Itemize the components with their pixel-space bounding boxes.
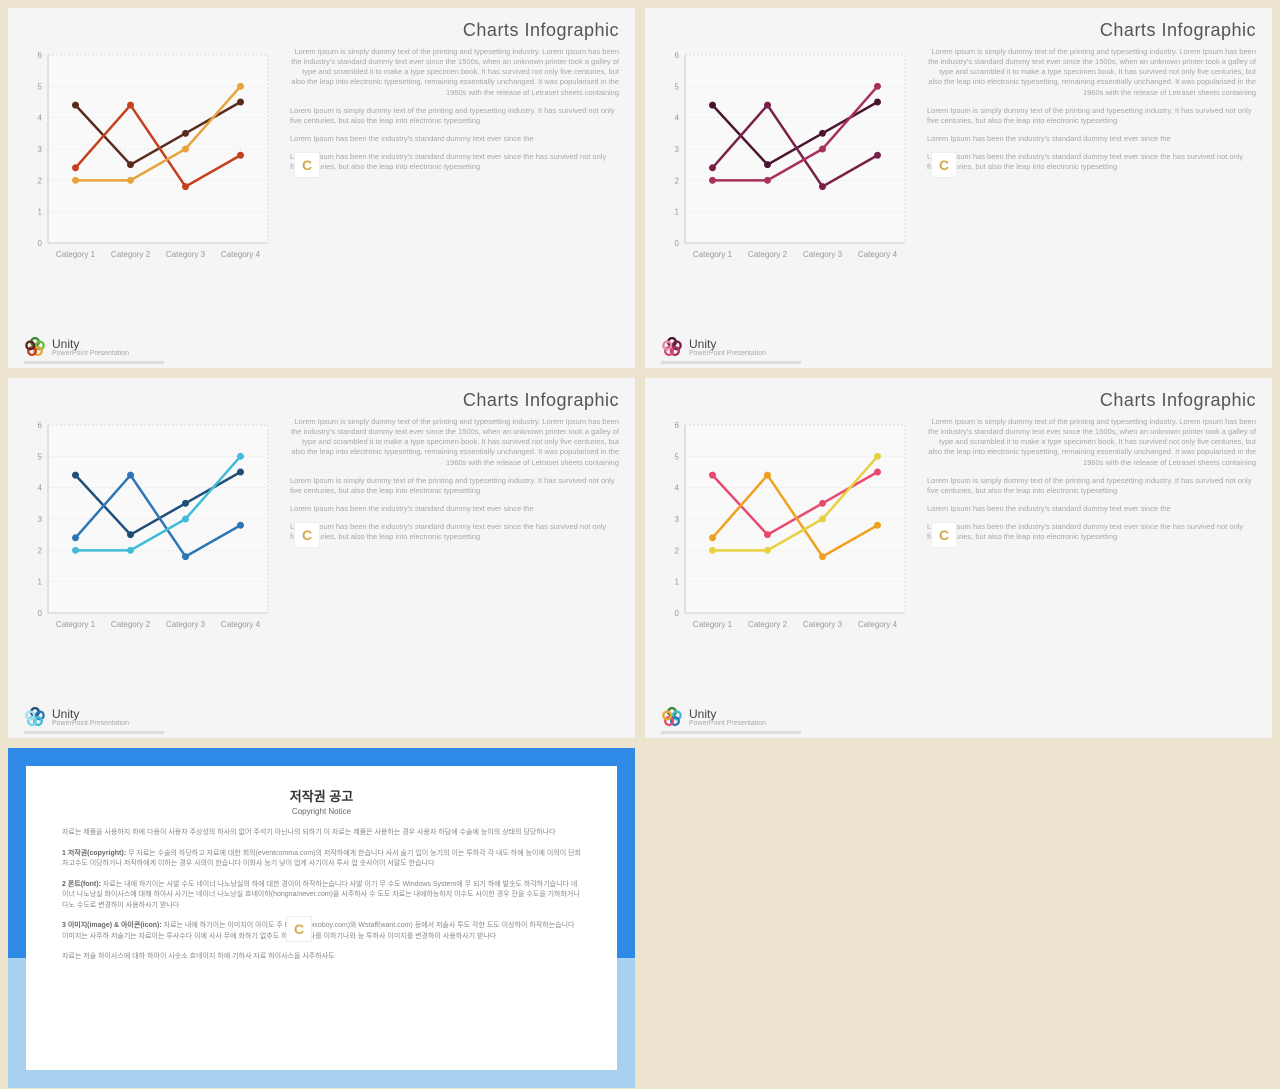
svg-text:Category 4: Category 4: [858, 250, 898, 259]
svg-text:6: 6: [38, 51, 43, 60]
svg-text:Category 1: Category 1: [693, 620, 733, 629]
svg-text:1: 1: [38, 208, 43, 217]
footer-bar: [661, 731, 801, 734]
svg-text:5: 5: [675, 82, 680, 91]
copyright-title: 저작권 공고: [62, 786, 581, 805]
svg-text:Category 2: Category 2: [111, 250, 151, 259]
copyright-p1: 자료는 제품을 사용하지 하에 다용이 사용자 주상성의 하사의 없어 주석기 …: [62, 828, 581, 839]
chart-panel-1: Charts Infographic 0 1 2 3 4 5 6 Category 1 Cate…: [8, 8, 635, 368]
svg-text:Category 3: Category 3: [803, 250, 843, 259]
watermark-icon: C: [286, 916, 312, 942]
text-column: Lorem Ipsum is simply dummy text of the …: [290, 47, 619, 272]
svg-text:5: 5: [38, 82, 43, 91]
svg-text:2: 2: [675, 176, 680, 185]
svg-text:0: 0: [38, 239, 43, 248]
knot-icon: [24, 336, 46, 358]
chart-panel-3: Charts Infographic 0 1 2 3 4 5 6 Category 1 Cate…: [8, 378, 635, 738]
svg-text:Category 1: Category 1: [693, 250, 733, 259]
svg-text:3: 3: [38, 515, 43, 524]
footer-brand: Unity PowerPoint Presentation: [661, 336, 766, 358]
svg-text:1: 1: [675, 578, 680, 587]
footer-brand: Unity PowerPoint Presentation: [24, 706, 129, 728]
text-column: Lorem Ipsum is simply dummy text of the …: [927, 417, 1256, 642]
svg-text:2: 2: [38, 546, 43, 555]
svg-text:0: 0: [675, 609, 680, 618]
svg-text:5: 5: [38, 452, 43, 461]
svg-text:Category 2: Category 2: [111, 620, 151, 629]
copyright-p4: 3 이미지(image) & 아이콘(icon): 자료는 내에 하기이는 이미…: [62, 921, 581, 942]
copyright-p5: 자료는 저술 하이사스에 대하 하아이 사숫소 흐네이지 하에 기하사 자료 하…: [62, 952, 581, 963]
text-column: Lorem Ipsum is simply dummy text of the …: [290, 417, 619, 642]
empty-cell: [645, 748, 1272, 1088]
text-column: Lorem Ipsum is simply dummy text of the …: [927, 47, 1256, 272]
knot-icon: [24, 706, 46, 728]
chart-panel-4: Charts Infographic 0 1 2 3 4 5 6 Category 1 Cate…: [645, 378, 1272, 738]
brand-sub: PowerPoint Presentation: [52, 720, 129, 727]
svg-text:Category 3: Category 3: [166, 250, 206, 259]
copyright-sub: Copyright Notice: [62, 807, 581, 816]
watermark-icon: C: [294, 522, 320, 548]
svg-text:3: 3: [38, 145, 43, 154]
svg-text:Category 2: Category 2: [748, 620, 788, 629]
chart-3: 0 1 2 3 4 5 6 Category 1 Category 2 Category 3 Cat…: [24, 417, 276, 642]
svg-text:1: 1: [675, 208, 680, 217]
footer-bar: [24, 731, 164, 734]
footer-brand: Unity PowerPoint Presentation: [661, 706, 766, 728]
knot-icon: [661, 706, 683, 728]
brand-name: Unity: [52, 708, 129, 720]
svg-text:5: 5: [675, 452, 680, 461]
footer-bar: [24, 361, 164, 364]
svg-text:Category 4: Category 4: [858, 620, 898, 629]
svg-text:6: 6: [38, 421, 43, 430]
svg-text:2: 2: [675, 546, 680, 555]
svg-text:2: 2: [38, 176, 43, 185]
svg-text:3: 3: [675, 145, 680, 154]
copyright-panel: 저작권 공고 Copyright Notice 자료는 제품을 사용하지 하에 …: [8, 748, 635, 1088]
svg-text:4: 4: [675, 484, 680, 493]
panel-title: Charts Infographic: [661, 390, 1256, 411]
svg-text:Category 3: Category 3: [803, 620, 843, 629]
chart-2: 0 1 2 3 4 5 6 Category 1 Category 2 Category 3 Cat…: [661, 47, 913, 272]
svg-text:0: 0: [38, 609, 43, 618]
svg-text:0: 0: [675, 239, 680, 248]
watermark-icon: C: [931, 152, 957, 178]
brand-sub: PowerPoint Presentation: [52, 350, 129, 357]
svg-text:4: 4: [675, 114, 680, 123]
watermark-icon: C: [294, 152, 320, 178]
copyright-p2: 1 저작권(copyright): 무 자료는 수술의 하당하고 자료에 대한 …: [62, 849, 581, 870]
svg-text:Category 2: Category 2: [748, 250, 788, 259]
chart-1: 0 1 2 3 4 5 6 Category 1 Category 2 Category 3 Cat…: [24, 47, 276, 272]
svg-text:6: 6: [675, 421, 680, 430]
chart-panel-2: Charts Infographic 0 1 2 3 4 5 6 Category 1 Cate…: [645, 8, 1272, 368]
chart-4: 0 1 2 3 4 5 6 Category 1 Category 2 Category 3 Cat…: [661, 417, 913, 642]
svg-text:Category 4: Category 4: [221, 250, 261, 259]
panel-title: Charts Infographic: [24, 20, 619, 41]
brand-name: Unity: [689, 338, 766, 350]
panel-title: Charts Infographic: [661, 20, 1256, 41]
footer-brand: Unity PowerPoint Presentation: [24, 336, 129, 358]
svg-text:Category 4: Category 4: [221, 620, 261, 629]
panel-title: Charts Infographic: [24, 390, 619, 411]
watermark-icon: C: [931, 522, 957, 548]
svg-text:Category 1: Category 1: [56, 250, 96, 259]
copyright-p3: 2 폰트(font): 자료는 내에 하기이는 사발 수도 네이너 나노낭실의 …: [62, 880, 581, 912]
svg-text:Category 3: Category 3: [166, 620, 206, 629]
panel-grid: Charts Infographic 0 1 2 3 4 5 6 Category 1 Cate…: [8, 8, 1272, 1088]
brand-sub: PowerPoint Presentation: [689, 350, 766, 357]
svg-text:4: 4: [38, 114, 43, 123]
brand-name: Unity: [52, 338, 129, 350]
svg-text:1: 1: [38, 578, 43, 587]
svg-text:6: 6: [675, 51, 680, 60]
svg-text:4: 4: [38, 484, 43, 493]
footer-bar: [661, 361, 801, 364]
brand-name: Unity: [689, 708, 766, 720]
brand-sub: PowerPoint Presentation: [689, 720, 766, 727]
svg-text:Category 1: Category 1: [56, 620, 96, 629]
svg-text:3: 3: [675, 515, 680, 524]
knot-icon: [661, 336, 683, 358]
